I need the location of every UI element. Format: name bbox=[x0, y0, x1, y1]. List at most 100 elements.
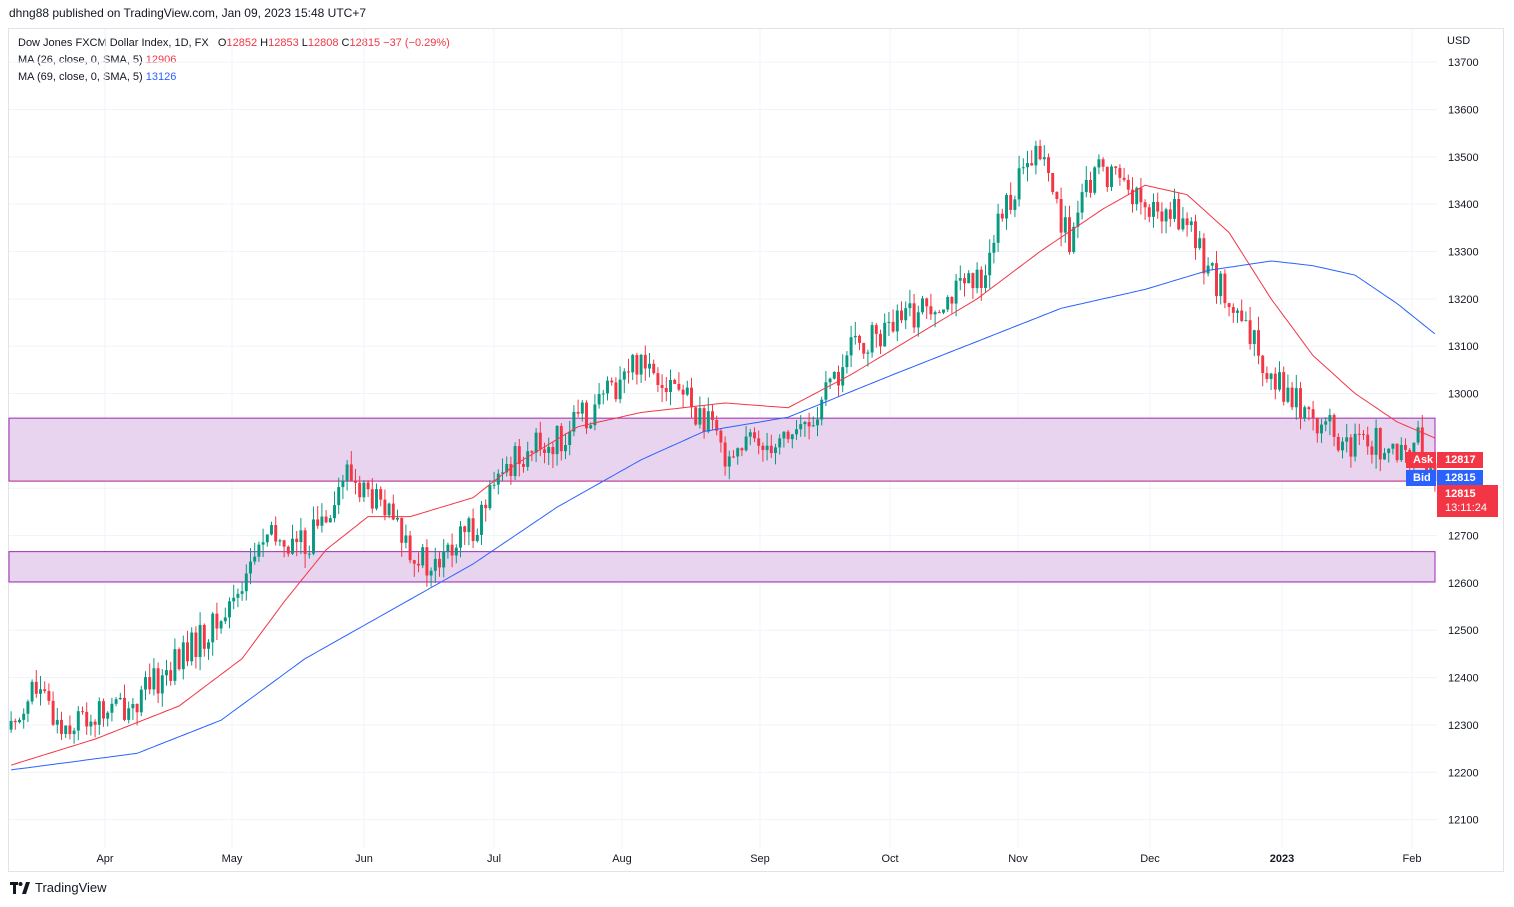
candle-body bbox=[442, 551, 446, 568]
legend: Dow Jones FXCM Dollar Index, 1D, FX O128… bbox=[18, 35, 450, 86]
candle-body bbox=[307, 553, 311, 555]
candle-body bbox=[887, 321, 891, 323]
candle-body bbox=[761, 445, 765, 451]
y-tick-label: 12700 bbox=[1448, 531, 1479, 543]
candle-body bbox=[1185, 218, 1189, 226]
candle-body bbox=[1299, 388, 1302, 419]
candle-body bbox=[538, 432, 542, 450]
candle-body bbox=[501, 472, 504, 474]
candle-body bbox=[908, 303, 912, 309]
candle-body bbox=[404, 535, 408, 543]
candle-body bbox=[1030, 163, 1034, 166]
candle-body bbox=[1210, 263, 1214, 266]
candle-body bbox=[60, 719, 63, 734]
candle-body bbox=[1240, 310, 1244, 322]
candle-body bbox=[1143, 202, 1147, 208]
candle-body bbox=[1315, 418, 1319, 434]
candle-body bbox=[610, 380, 614, 383]
candle-body bbox=[1147, 207, 1151, 217]
candle-body bbox=[841, 367, 845, 386]
candle-body bbox=[601, 393, 605, 395]
candle-body bbox=[547, 447, 551, 453]
candle-body bbox=[1026, 163, 1029, 168]
candle-body bbox=[438, 558, 441, 568]
y-tick-label: 13100 bbox=[1448, 341, 1479, 353]
upper-zone bbox=[8, 417, 1436, 482]
candle-body bbox=[165, 670, 168, 676]
candle-body bbox=[984, 275, 987, 288]
candle-body bbox=[799, 424, 803, 430]
candle-body bbox=[723, 442, 727, 467]
candles bbox=[9, 139, 1437, 744]
candle-body bbox=[1387, 448, 1391, 454]
candle-body bbox=[891, 321, 895, 332]
candle-body bbox=[1278, 372, 1281, 390]
candle-body bbox=[551, 447, 555, 455]
candle-body bbox=[1009, 194, 1013, 210]
candle-body bbox=[543, 449, 546, 453]
candle-body bbox=[732, 456, 735, 458]
candle-body bbox=[715, 419, 719, 431]
candle-body bbox=[492, 484, 496, 486]
ma1-label: MA (26, close, 0, SMA, 5) bbox=[18, 54, 143, 66]
candle-body bbox=[106, 712, 110, 719]
candle-body bbox=[971, 273, 975, 289]
candle-body bbox=[299, 530, 303, 543]
currency-label: USD bbox=[1447, 35, 1471, 47]
candle-body bbox=[186, 642, 189, 662]
candle-body bbox=[207, 642, 210, 649]
candle-body bbox=[627, 371, 630, 373]
candle-body bbox=[471, 518, 475, 542]
candle-body bbox=[261, 542, 265, 545]
tradingview-logo-icon bbox=[10, 881, 30, 894]
candle-body bbox=[1357, 433, 1361, 435]
candle-body bbox=[198, 624, 202, 657]
candle-body bbox=[606, 380, 609, 394]
grid bbox=[9, 29, 1437, 848]
candle-body bbox=[1194, 221, 1197, 249]
close-label: C bbox=[341, 37, 350, 49]
lower-zone bbox=[8, 551, 1436, 583]
candle-body bbox=[711, 411, 714, 420]
candle-body bbox=[1215, 263, 1218, 297]
candle-body bbox=[559, 425, 563, 452]
symbol-title[interactable]: Dow Jones FXCM Dollar Index, 1D, FX bbox=[18, 37, 209, 49]
candle-body bbox=[253, 556, 257, 562]
y-tick-label: 13300 bbox=[1448, 247, 1479, 259]
candle-body bbox=[345, 464, 349, 481]
candle-body bbox=[417, 563, 420, 566]
candle-body bbox=[702, 408, 706, 432]
candle-body bbox=[55, 719, 59, 725]
candle-body bbox=[249, 561, 252, 574]
candle-body bbox=[1286, 387, 1290, 402]
brand-name: TradingView bbox=[35, 880, 107, 895]
candle-body bbox=[1353, 433, 1357, 457]
candle-body bbox=[1021, 167, 1025, 169]
candle-body bbox=[820, 399, 824, 420]
candle-body bbox=[1173, 199, 1176, 219]
legend-ma1-row[interactable]: MA (26, close, 0, SMA, 5) 12906 bbox=[18, 52, 450, 69]
candle-body bbox=[93, 721, 97, 725]
candle-body bbox=[895, 310, 899, 332]
y-tick-label: 13700 bbox=[1448, 57, 1479, 69]
legend-ma2-row[interactable]: MA (69, close, 0, SMA, 5) 13126 bbox=[18, 69, 450, 86]
candle-body bbox=[652, 363, 656, 374]
candle-body bbox=[740, 448, 744, 451]
x-tick-label: Nov bbox=[1008, 853, 1028, 865]
legend-symbol-row: Dow Jones FXCM Dollar Index, 1D, FX O128… bbox=[18, 35, 450, 52]
candle-body bbox=[690, 387, 693, 408]
footer[interactable]: TradingView bbox=[10, 880, 107, 895]
candle-body bbox=[450, 544, 454, 556]
y-axis: 12100 12200 12300 12400 12500 12600 12700 13000… bbox=[1448, 57, 1479, 826]
candle-body bbox=[963, 278, 966, 284]
candle-body bbox=[454, 547, 458, 556]
candle-body bbox=[76, 711, 80, 731]
candle-body bbox=[736, 448, 740, 457]
candle-body bbox=[1131, 189, 1134, 205]
candle-body bbox=[1072, 226, 1076, 253]
y-tick-label: 13400 bbox=[1448, 199, 1479, 211]
candle-body bbox=[51, 700, 55, 725]
candle-body bbox=[47, 691, 51, 701]
candle-body bbox=[1236, 310, 1239, 313]
